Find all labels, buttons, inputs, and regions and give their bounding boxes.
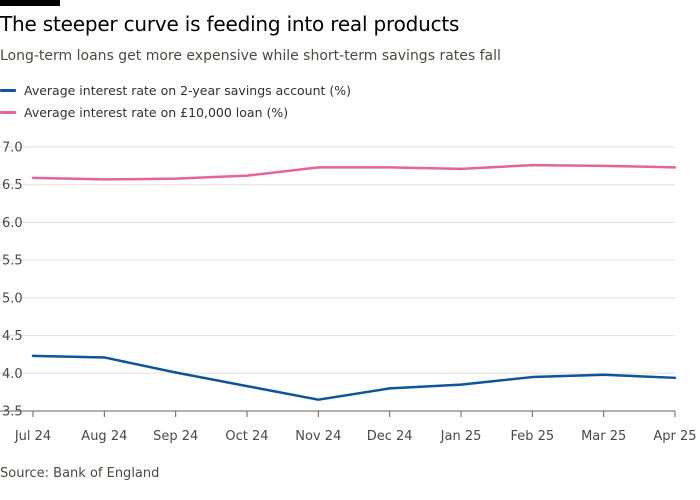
series-line-savings: [31, 354, 677, 401]
x-tick-label: Jan 25: [440, 429, 482, 444]
y-tick-label: 5.5: [2, 254, 23, 269]
x-tick-label: Nov 24: [295, 429, 341, 444]
y-tick-label: 7.0: [2, 141, 23, 156]
y-tick-label: 4.5: [2, 329, 23, 344]
legend-item-savings: Average interest rate on 2-year savings …: [0, 79, 351, 101]
chart-title: The steeper curve is feeding into real p…: [0, 12, 460, 36]
series-line-loan: [31, 163, 677, 181]
x-tick-label: Aug 24: [81, 429, 127, 444]
legend-label-loan: Average interest rate on £10,000 loan (%…: [24, 104, 289, 120]
y-tick-label: 5.0: [2, 291, 23, 306]
legend-swatch-loan: [0, 110, 16, 114]
chart-subtitle: Long-term loans get more expensive while…: [0, 48, 501, 64]
y-tick-label: 6.0: [2, 216, 23, 231]
y-tick-label: 3.5: [2, 405, 23, 420]
legend-label-savings: Average interest rate on 2-year savings …: [24, 82, 352, 98]
x-tick-label: Dec 24: [367, 429, 413, 444]
legend-swatch-savings: [0, 88, 16, 92]
x-tick-label: Feb 25: [510, 429, 554, 444]
source-note: Source: Bank of England: [0, 466, 160, 481]
x-tick-label: Sep 24: [153, 429, 198, 444]
brand-bar: [0, 0, 60, 6]
y-tick-label: 6.5: [2, 178, 23, 193]
x-tick-label: Mar 25: [581, 429, 626, 444]
y-tick-label: 4.0: [2, 367, 23, 382]
legend: Average interest rate on 2-year savings …: [0, 79, 351, 123]
x-tick-label: Apr 25: [653, 429, 696, 444]
legend-item-loan: Average interest rate on £10,000 loan (%…: [0, 101, 351, 123]
x-tick-label: Jul 24: [14, 429, 51, 444]
x-tick-label: Oct 24: [225, 429, 268, 444]
